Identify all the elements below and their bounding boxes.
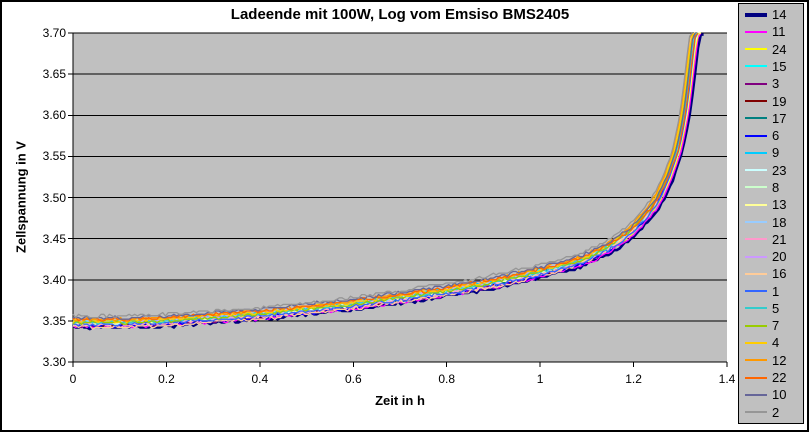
legend-line-swatch — [745, 341, 767, 344]
legend-label: 19 — [772, 93, 787, 109]
legend-label: 14 — [772, 7, 787, 23]
legend-line-swatch — [745, 203, 767, 206]
legend-line-swatch — [745, 12, 767, 17]
legend-label: 16 — [772, 266, 787, 282]
y-tick-label: 3.40 — [42, 272, 66, 287]
legend-label: 4 — [772, 335, 780, 351]
y-tick-label: 3.65 — [42, 67, 66, 82]
x-tick-label: 1.2 — [625, 372, 642, 386]
legend-item-9: 9 — [745, 145, 803, 160]
y-tick-label: 3.60 — [42, 108, 66, 123]
y-tick-label: 3.45 — [42, 231, 66, 246]
legend-item-11: 11 — [745, 24, 803, 39]
series-line-2 — [72, 32, 693, 319]
legend-line-swatch — [745, 117, 767, 120]
legend-label: 22 — [772, 370, 787, 386]
legend-label: 24 — [772, 41, 787, 57]
legend-label: 3 — [772, 76, 780, 92]
y-tick-label: 3.70 — [42, 26, 66, 40]
legend-item-5: 5 — [745, 301, 803, 316]
series-line-7 — [72, 32, 696, 325]
legend-label: 8 — [772, 179, 780, 195]
legend-item-7: 7 — [745, 318, 803, 333]
legend-item-23: 23 — [745, 163, 803, 178]
legend-item-17: 17 — [745, 111, 803, 126]
legend-item-4: 4 — [745, 335, 803, 350]
legend-line-swatch — [745, 376, 767, 379]
legend-label: 23 — [772, 162, 787, 178]
legend-line-swatch — [745, 186, 767, 189]
legend-label: 17 — [772, 110, 787, 126]
legend-label: 21 — [772, 231, 787, 247]
y-tick-label: 3.35 — [42, 313, 66, 328]
legend-line-swatch — [745, 221, 767, 224]
legend-label: 15 — [772, 58, 787, 74]
legend-item-16: 16 — [745, 266, 803, 281]
legend-line-swatch — [745, 307, 767, 310]
x-tick-label: 1 — [536, 372, 544, 386]
legend-line-swatch — [745, 238, 767, 241]
legend: 14 11 24 15 3 19 17 6 9 23 8 13 18 21 20 16 1 5 7 4 12 22 10 2 — [738, 3, 804, 424]
legend-item-8: 8 — [745, 180, 803, 195]
legend-line-swatch — [745, 169, 767, 172]
legend-line-swatch — [745, 393, 767, 396]
legend-line-swatch — [745, 272, 767, 275]
legend-label: 13 — [772, 197, 787, 213]
legend-item-12: 12 — [745, 353, 803, 368]
x-tick-label: 1.4 — [718, 372, 736, 386]
chart-title: Ladeende mit 100W, Log vom Emsiso BMS240… — [230, 6, 570, 23]
legend-label: 7 — [772, 318, 780, 334]
legend-item-20: 20 — [745, 249, 803, 264]
legend-item-22: 22 — [745, 370, 803, 385]
legend-label: 18 — [772, 214, 787, 230]
legend-line-swatch — [745, 324, 767, 327]
legend-line-swatch — [745, 82, 767, 85]
y-tick-label: 3.30 — [42, 355, 66, 369]
legend-label: 1 — [772, 283, 780, 299]
legend-line-swatch — [745, 30, 767, 33]
legend-label: 5 — [772, 300, 780, 316]
legend-label: 6 — [772, 128, 780, 144]
legend-line-swatch — [745, 359, 767, 362]
x-tick-label: 0.4 — [251, 372, 269, 386]
series-line-10 — [73, 32, 696, 320]
legend-item-24: 24 — [745, 42, 803, 57]
legend-line-swatch — [745, 151, 767, 154]
legend-item-21: 21 — [745, 232, 803, 247]
legend-item-14: 14 — [745, 7, 803, 22]
legend-line-swatch — [745, 100, 767, 103]
x-tick-label: 0.8 — [438, 372, 456, 386]
legend-item-15: 15 — [745, 59, 803, 74]
legend-label: 12 — [772, 352, 787, 368]
x-tick-label: 0.2 — [158, 372, 175, 386]
legend-label: 9 — [772, 145, 780, 161]
y-tick-label: 3.55 — [42, 149, 66, 164]
y-tick-label: 3.50 — [42, 190, 66, 205]
legend-item-6: 6 — [745, 128, 803, 143]
legend-item-10: 10 — [745, 387, 803, 402]
legend-item-18: 18 — [745, 215, 803, 230]
legend-line-swatch — [745, 290, 767, 293]
series-line-22 — [72, 32, 699, 322]
legend-label: 2 — [772, 404, 780, 420]
legend-line-swatch — [745, 255, 767, 258]
x-axis-title: Zeit in h — [375, 393, 425, 408]
legend-line-swatch — [745, 134, 767, 137]
legend-item-3: 3 — [745, 76, 803, 91]
legend-item-2: 2 — [745, 405, 803, 420]
x-tick-label: 0 — [69, 372, 77, 386]
legend-line-swatch — [745, 411, 767, 414]
x-tick-label: 0.6 — [344, 372, 362, 386]
legend-item-13: 13 — [745, 197, 803, 212]
legend-item-19: 19 — [745, 94, 803, 109]
legend-line-swatch — [745, 65, 767, 68]
legend-label: 11 — [772, 24, 786, 40]
legend-label: 20 — [772, 249, 787, 265]
legend-label: 10 — [772, 387, 787, 403]
legend-item-1: 1 — [745, 284, 803, 299]
legend-line-swatch — [745, 48, 767, 51]
